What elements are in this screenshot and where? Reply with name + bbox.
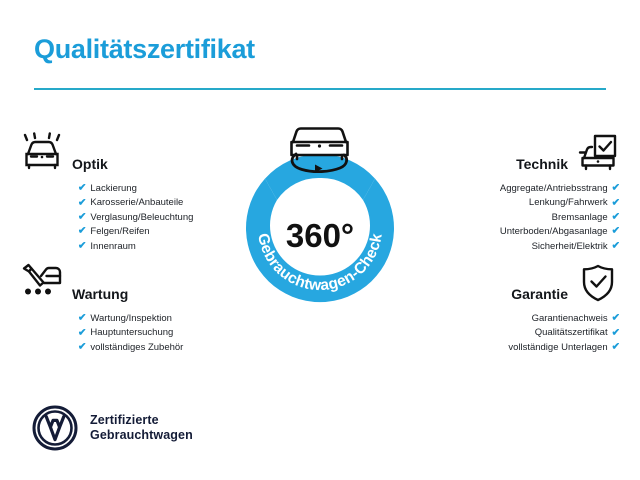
list-item: ✔ Unterboden/Abgasanlage — [400, 225, 620, 239]
car-shine-icon — [20, 132, 64, 174]
list-item: ✔ Wartung/Inspektion — [78, 312, 240, 326]
list-item-label: Lackierung — [90, 183, 137, 194]
section-garantie: Garantie ✔ Garantienachweis ✔ Qualitätszer… — [400, 258, 620, 355]
list-item: ✔ Garantienachweis — [400, 312, 620, 326]
wrench-car-icon — [20, 262, 64, 304]
checklist-technik: ✔ Aggregate/Antriebsstrang ✔ Lenkung/Fahrw… — [400, 182, 620, 254]
section-header: Wartung — [20, 258, 240, 304]
check-icon: ✔ — [78, 312, 87, 324]
check-icon: ✔ — [78, 327, 87, 339]
list-item: ✔ Karosserie/Anbauteile — [78, 196, 240, 210]
list-item-label: Aggregate/Antriebsstrang — [499, 183, 608, 194]
list-item-label: Qualitätszertifikat — [534, 327, 608, 339]
check-icon: ✔ — [78, 240, 87, 252]
footer-line-2: Gebrauchtwagen — [90, 428, 193, 442]
check-icon: ✔ — [78, 197, 87, 209]
section-technik: Technik ✔ Aggregate/Antriebsstrang ✔ Lenku… — [400, 128, 620, 254]
check-icon: ✔ — [78, 225, 87, 237]
list-item-label: Lenkung/Fahrwerk — [528, 197, 608, 209]
check-icon: ✔ — [611, 240, 620, 252]
badge-center-text: 360° — [286, 217, 354, 254]
section-title: Wartung — [72, 286, 129, 302]
list-item: ✔ Bremsanlage — [400, 211, 620, 225]
list-item: ✔ Felgen/Reifen — [78, 225, 240, 239]
badge-360-gebrauchtwagen-check: Gebrauchtwagen-Check 360° — [232, 116, 408, 316]
checklist-wartung: ✔ Wartung/Inspektion ✔ Hauptuntersuchung ✔… — [20, 312, 240, 355]
list-item: ✔ Verglasung/Beleuchtung — [78, 211, 240, 225]
list-item-label: Karosserie/Anbauteile — [90, 197, 184, 209]
section-title-wrap: Garantie — [400, 286, 568, 304]
list-item: ✔ Qualitätszertifikat — [400, 326, 620, 340]
list-item-label: Unterboden/Abgasanlage — [499, 226, 608, 238]
list-item-label: Felgen/Reifen — [90, 226, 150, 238]
section-title-wrap: Optik — [72, 156, 240, 174]
section-title-wrap: Wartung — [72, 286, 240, 304]
section-title: Technik — [516, 156, 568, 172]
list-item: ✔ Sicherheit/Elektrik — [400, 240, 620, 254]
check-icon: ✔ — [611, 341, 620, 353]
check-icon: ✔ — [611, 312, 620, 324]
list-item: ✔ vollständiges Zubehör — [78, 341, 240, 355]
list-item-label: vollständige Unterlagen — [508, 341, 608, 353]
check-icon: ✔ — [611, 211, 620, 223]
list-item: ✔ Aggregate/Antriebsstrang — [400, 182, 620, 196]
list-item-label: Verglasung/Beleuchtung — [90, 211, 194, 223]
check-icon: ✔ — [611, 182, 620, 194]
list-item: ✔ Innenraum — [78, 240, 240, 254]
check-icon: ✔ — [78, 182, 87, 194]
footer-text: Zertifizierte Gebrauchtwagen — [90, 413, 193, 443]
title-divider — [34, 88, 606, 90]
footer-line-1: Zertifizierte — [90, 413, 159, 427]
section-header: Garantie — [400, 258, 620, 304]
footer-branding: Zertifizierte Gebrauchtwagen — [32, 405, 193, 451]
section-header: Technik — [400, 128, 620, 174]
page-title: Qualitätszertifikat — [34, 34, 255, 64]
list-item-label: Innenraum — [90, 240, 136, 252]
section-header: Optik — [20, 128, 240, 174]
list-item: ✔ Lenkung/Fahrwerk — [400, 196, 620, 210]
checklist-garantie: ✔ Garantienachweis ✔ Qualitätszertifikat ✔… — [400, 312, 620, 355]
check-icon: ✔ — [78, 341, 87, 353]
list-item-label: Sicherheit/Elektrik — [531, 240, 608, 252]
check-icon: ✔ — [611, 327, 620, 339]
check-icon: ✔ — [611, 225, 620, 237]
section-title: Optik — [72, 156, 108, 172]
list-item-label: Wartung/Inspektion — [90, 313, 172, 324]
section-title: Garantie — [511, 286, 568, 302]
list-item-label: Garantienachweis — [531, 313, 608, 324]
badge-ring — [246, 154, 394, 303]
list-item: ✔ Hauptuntersuchung — [78, 326, 240, 340]
section-optik: Optik ✔ Lackierung ✔ Karosserie/Anbauteile… — [20, 128, 240, 254]
section-wartung: Wartung ✔ Wartung/Inspektion ✔ Hauptunters… — [20, 258, 240, 355]
checklist-optik: ✔ Lackierung ✔ Karosserie/Anbauteile ✔ Verg… — [20, 182, 240, 254]
check-icon: ✔ — [78, 211, 87, 223]
car-rotate-360-icon — [290, 127, 349, 174]
car-checkbox-icon — [576, 132, 620, 174]
list-item-label: vollständiges Zubehör — [90, 341, 184, 353]
section-title-wrap: Technik — [400, 156, 568, 174]
check-icon: ✔ — [611, 197, 620, 209]
list-item: ✔ vollständige Unterlagen — [400, 341, 620, 355]
list-item-label: Bremsanlage — [551, 211, 608, 223]
volkswagen-logo — [32, 405, 78, 451]
list-item-label: Hauptuntersuchung — [90, 327, 174, 339]
shield-check-icon — [576, 262, 620, 304]
list-item: ✔ Lackierung — [78, 182, 240, 196]
